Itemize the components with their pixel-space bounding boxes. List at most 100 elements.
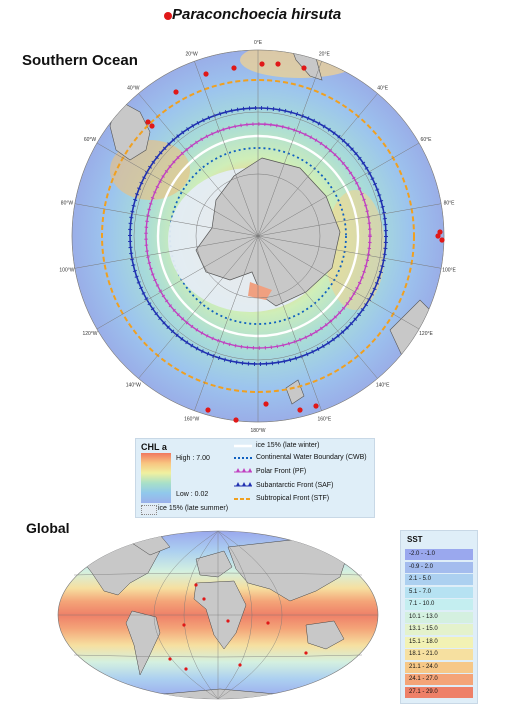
occurrence-marker-icon <box>164 12 172 20</box>
sst-legend-title: SST <box>407 535 423 544</box>
meridian-line <box>257 235 420 330</box>
subantarctic-front-ticks <box>128 106 388 366</box>
meridian-line <box>257 61 322 237</box>
south-america-landmass <box>109 99 151 161</box>
sst-range-row: 13.1 - 15.0 <box>405 624 473 635</box>
occurrence-point <box>182 623 186 627</box>
occurrence-point <box>184 667 188 671</box>
longitude-label: 140°W <box>126 383 141 389</box>
longitude-label: 100°W <box>59 268 74 274</box>
occurrence-point <box>231 65 237 71</box>
sst-legend: SST -2.0 - -1.0 -0.9 - 2.0 2.1 - 5.0 5.1 - … <box>400 530 478 704</box>
occurrence-point <box>439 237 445 243</box>
meridian-line <box>257 203 442 237</box>
legend-label-pf: Polar Front (PF) <box>256 468 307 475</box>
species-title: Paraconchoecia hirsuta <box>172 6 342 23</box>
occurrence-point <box>275 61 281 67</box>
polar-front-ticks <box>144 122 372 350</box>
longitude-label: 140°E <box>376 383 390 389</box>
chl-color-ramp <box>141 453 171 503</box>
southern-ocean-map: 0°E 20°E 40°E 60°E 80°E 100°E 120°E 140°E 160°E 1… <box>59 40 456 434</box>
chl-patch <box>325 190 385 310</box>
meridian-line <box>138 235 259 379</box>
legend-label-saf: Subantarctic Front (SAF) <box>256 482 334 489</box>
southern-ocean-title: Southern Ocean <box>22 52 138 69</box>
meridian-line <box>257 235 378 379</box>
legend-label-cwb: Continental Water Boundary (CWB) <box>256 454 367 461</box>
longitude-label: 40°W <box>127 85 140 91</box>
longitude-label: 80°W <box>61 200 74 206</box>
sst-range-row: -0.9 - 2.0 <box>405 561 473 573</box>
chl-high-label: High : 7.00 <box>176 455 210 462</box>
europe-landmass <box>195 550 233 578</box>
occurrence-point <box>203 71 209 77</box>
occurrence-point <box>437 229 443 235</box>
meridian-line <box>257 93 378 237</box>
meridian-line <box>96 235 259 330</box>
longitude-label: 160°E <box>318 416 332 422</box>
summer-ice-label: ice 15% (late summer) <box>158 505 229 512</box>
occurrence-point <box>226 619 230 623</box>
meridian-line <box>138 93 259 237</box>
occurrence-point <box>301 65 307 71</box>
occurrence-point <box>259 61 265 67</box>
saf-legend-line <box>234 482 252 487</box>
sst-range-row: 27.1 - 29.0 <box>405 686 473 698</box>
sst-range-row: 7.1 - 10.0 <box>405 599 473 610</box>
longitude-label: 160°W <box>184 416 199 422</box>
longitude-label: 20°W <box>186 52 199 58</box>
sst-range-row: 18.1 - 21.0 <box>405 649 473 660</box>
longitude-label: 120°E <box>419 331 433 337</box>
legend-label-winter-ice: ice 15% (late winter) <box>256 442 320 449</box>
longitude-label: 80°E <box>444 200 456 206</box>
occurrence-point <box>145 119 151 125</box>
meridian-line <box>74 203 259 237</box>
occurrence-point <box>173 89 179 95</box>
global-graticule <box>58 530 378 700</box>
occurrence-point <box>238 663 242 667</box>
longitude-label: 100°E <box>442 268 456 274</box>
occurrence-point <box>168 657 172 661</box>
occurrence-point <box>435 233 441 239</box>
occurrence-point <box>297 407 303 413</box>
longitude-label: 120°W <box>82 331 97 337</box>
occurrence-point <box>149 123 155 129</box>
meridian-line <box>257 142 420 237</box>
occurrence-point <box>304 651 308 655</box>
summer-ice-swatch <box>141 505 157 515</box>
ross-sea-patch <box>248 282 272 300</box>
sst-range-row: 2.1 - 5.0 <box>405 574 473 585</box>
meridian-line <box>257 235 322 411</box>
global-title: Global <box>26 520 70 536</box>
global-map <box>57 530 379 700</box>
antarctica-landmass <box>129 688 311 699</box>
legend-label-stf: Subtropical Front (STF) <box>256 495 330 502</box>
occurrence-point <box>266 621 270 625</box>
sst-range-row: -2.0 - -1.0 <box>405 549 473 560</box>
longitude-label: 0°E <box>254 40 263 46</box>
meridian-line <box>96 142 259 237</box>
sst-range-row: 24.1 - 27.0 <box>405 674 473 685</box>
antarctica-landmass <box>195 157 341 307</box>
sst-range-row: 21.1 - 24.0 <box>405 661 473 673</box>
occurrence-point <box>194 583 198 587</box>
longitude-label: 180°W <box>250 428 265 434</box>
occurrence-point <box>202 597 206 601</box>
occurrence-point <box>263 401 269 407</box>
line-legend-symbols <box>234 444 252 500</box>
chl-legend-title: CHL a <box>141 442 167 452</box>
meridian-line <box>194 235 259 411</box>
australia-landmass <box>305 620 345 650</box>
sst-range-row: 15.1 - 18.0 <box>405 636 473 648</box>
occurrence-point <box>313 403 319 409</box>
pf-legend-line <box>234 468 252 473</box>
sst-range-row: 5.1 - 7.0 <box>405 586 473 598</box>
longitude-label: 20°E <box>319 52 331 58</box>
occurrence-point <box>233 417 239 423</box>
sst-range-row: 10.1 - 13.0 <box>405 611 473 623</box>
longitude-label: 60°E <box>421 137 433 143</box>
meridian-line <box>257 235 442 269</box>
longitude-label: 60°W <box>84 137 97 143</box>
southern-ocean-legend: CHL a High : 7.00 Low : 0.02 ice 15% (la… <box>135 438 375 518</box>
meridian-line <box>194 61 259 237</box>
